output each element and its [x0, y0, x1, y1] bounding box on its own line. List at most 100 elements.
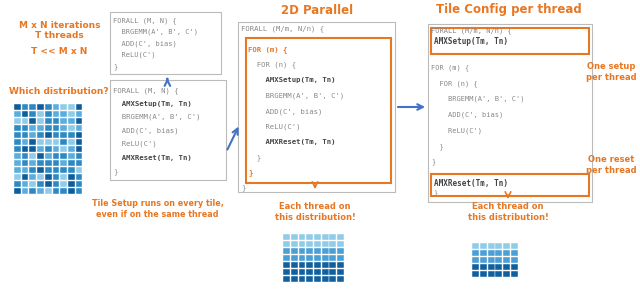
Bar: [480, 243, 487, 249]
Text: ReLU(C'): ReLU(C'): [113, 52, 156, 58]
Bar: [283, 255, 290, 261]
Text: BRGEMM(A', B', C'): BRGEMM(A', B', C'): [113, 114, 201, 120]
Text: One setup
per thread: One setup per thread: [586, 62, 637, 82]
Bar: [68, 139, 75, 145]
Bar: [37, 118, 44, 124]
Bar: [337, 269, 344, 275]
Bar: [495, 250, 502, 256]
Bar: [480, 264, 487, 270]
Bar: [76, 104, 83, 110]
Bar: [307, 234, 313, 240]
Bar: [68, 125, 75, 131]
Bar: [22, 174, 28, 180]
Bar: [29, 111, 36, 117]
Bar: [330, 276, 336, 282]
Bar: [37, 125, 44, 131]
Bar: [45, 181, 52, 187]
Bar: [337, 241, 344, 247]
Text: Tile Setup runs on every tile,
even if on the same thread: Tile Setup runs on every tile, even if o…: [92, 199, 223, 219]
Bar: [337, 234, 344, 240]
Bar: [45, 160, 52, 166]
Bar: [495, 271, 502, 277]
Bar: [68, 160, 75, 166]
Bar: [68, 153, 75, 159]
Bar: [76, 188, 83, 194]
Text: M x N iterations: M x N iterations: [19, 22, 100, 30]
Bar: [14, 111, 20, 117]
Bar: [511, 250, 518, 256]
Bar: [488, 264, 495, 270]
Text: 2D Parallel: 2D Parallel: [281, 4, 353, 17]
Bar: [37, 167, 44, 173]
Bar: [52, 174, 60, 180]
Bar: [29, 132, 36, 138]
Bar: [60, 167, 67, 173]
Bar: [60, 125, 67, 131]
Bar: [60, 160, 67, 166]
Bar: [68, 118, 75, 124]
Text: AMXSetup(Tm, Tn): AMXSetup(Tm, Tn): [434, 36, 508, 46]
Bar: [283, 262, 290, 268]
Bar: [60, 188, 67, 194]
Bar: [307, 262, 313, 268]
Bar: [22, 139, 28, 145]
Text: FORALL (M/m, N/n) {: FORALL (M/m, N/n) {: [241, 26, 324, 32]
Bar: [45, 118, 52, 124]
Bar: [330, 241, 336, 247]
Bar: [428, 24, 592, 202]
Bar: [60, 181, 67, 187]
Bar: [60, 174, 67, 180]
Bar: [22, 132, 28, 138]
Bar: [283, 276, 290, 282]
Bar: [314, 276, 321, 282]
Bar: [60, 104, 67, 110]
Bar: [22, 188, 28, 194]
Text: FORALL (M, N) {: FORALL (M, N) {: [113, 17, 177, 24]
Text: BRGEMM(A', B', C'): BRGEMM(A', B', C'): [113, 29, 198, 35]
Text: Which distribution?: Which distribution?: [10, 88, 109, 96]
Bar: [431, 28, 589, 54]
Bar: [337, 248, 344, 254]
Bar: [76, 111, 83, 117]
Text: One reset
per thread: One reset per thread: [586, 155, 637, 175]
Bar: [22, 167, 28, 173]
Bar: [76, 160, 83, 166]
Text: }: }: [248, 154, 262, 161]
Text: T << M x N: T << M x N: [31, 48, 88, 56]
Bar: [45, 104, 52, 110]
Bar: [52, 167, 60, 173]
Bar: [45, 174, 52, 180]
Bar: [60, 118, 67, 124]
Bar: [60, 153, 67, 159]
Bar: [488, 243, 495, 249]
Text: ADD(C', bias): ADD(C', bias): [113, 127, 179, 134]
Bar: [291, 269, 298, 275]
Bar: [299, 234, 305, 240]
Bar: [480, 250, 487, 256]
Bar: [322, 241, 328, 247]
Text: }: }: [241, 185, 245, 191]
Bar: [314, 241, 321, 247]
Bar: [480, 271, 487, 277]
Bar: [45, 167, 52, 173]
Bar: [488, 271, 495, 277]
Bar: [330, 269, 336, 275]
Text: BRGEMM(A', B', C'): BRGEMM(A', B', C'): [248, 93, 345, 99]
Bar: [511, 257, 518, 263]
Bar: [503, 243, 510, 249]
Bar: [14, 139, 20, 145]
Bar: [52, 139, 60, 145]
Bar: [307, 269, 313, 275]
Bar: [29, 118, 36, 124]
Bar: [472, 271, 479, 277]
Bar: [503, 257, 510, 263]
Bar: [322, 255, 328, 261]
Bar: [60, 139, 67, 145]
Bar: [431, 174, 589, 196]
Bar: [14, 160, 20, 166]
Bar: [22, 111, 28, 117]
Bar: [52, 160, 60, 166]
Bar: [503, 271, 510, 277]
Bar: [76, 167, 83, 173]
Text: AMXSetup(Tm, Tn): AMXSetup(Tm, Tn): [113, 101, 192, 107]
